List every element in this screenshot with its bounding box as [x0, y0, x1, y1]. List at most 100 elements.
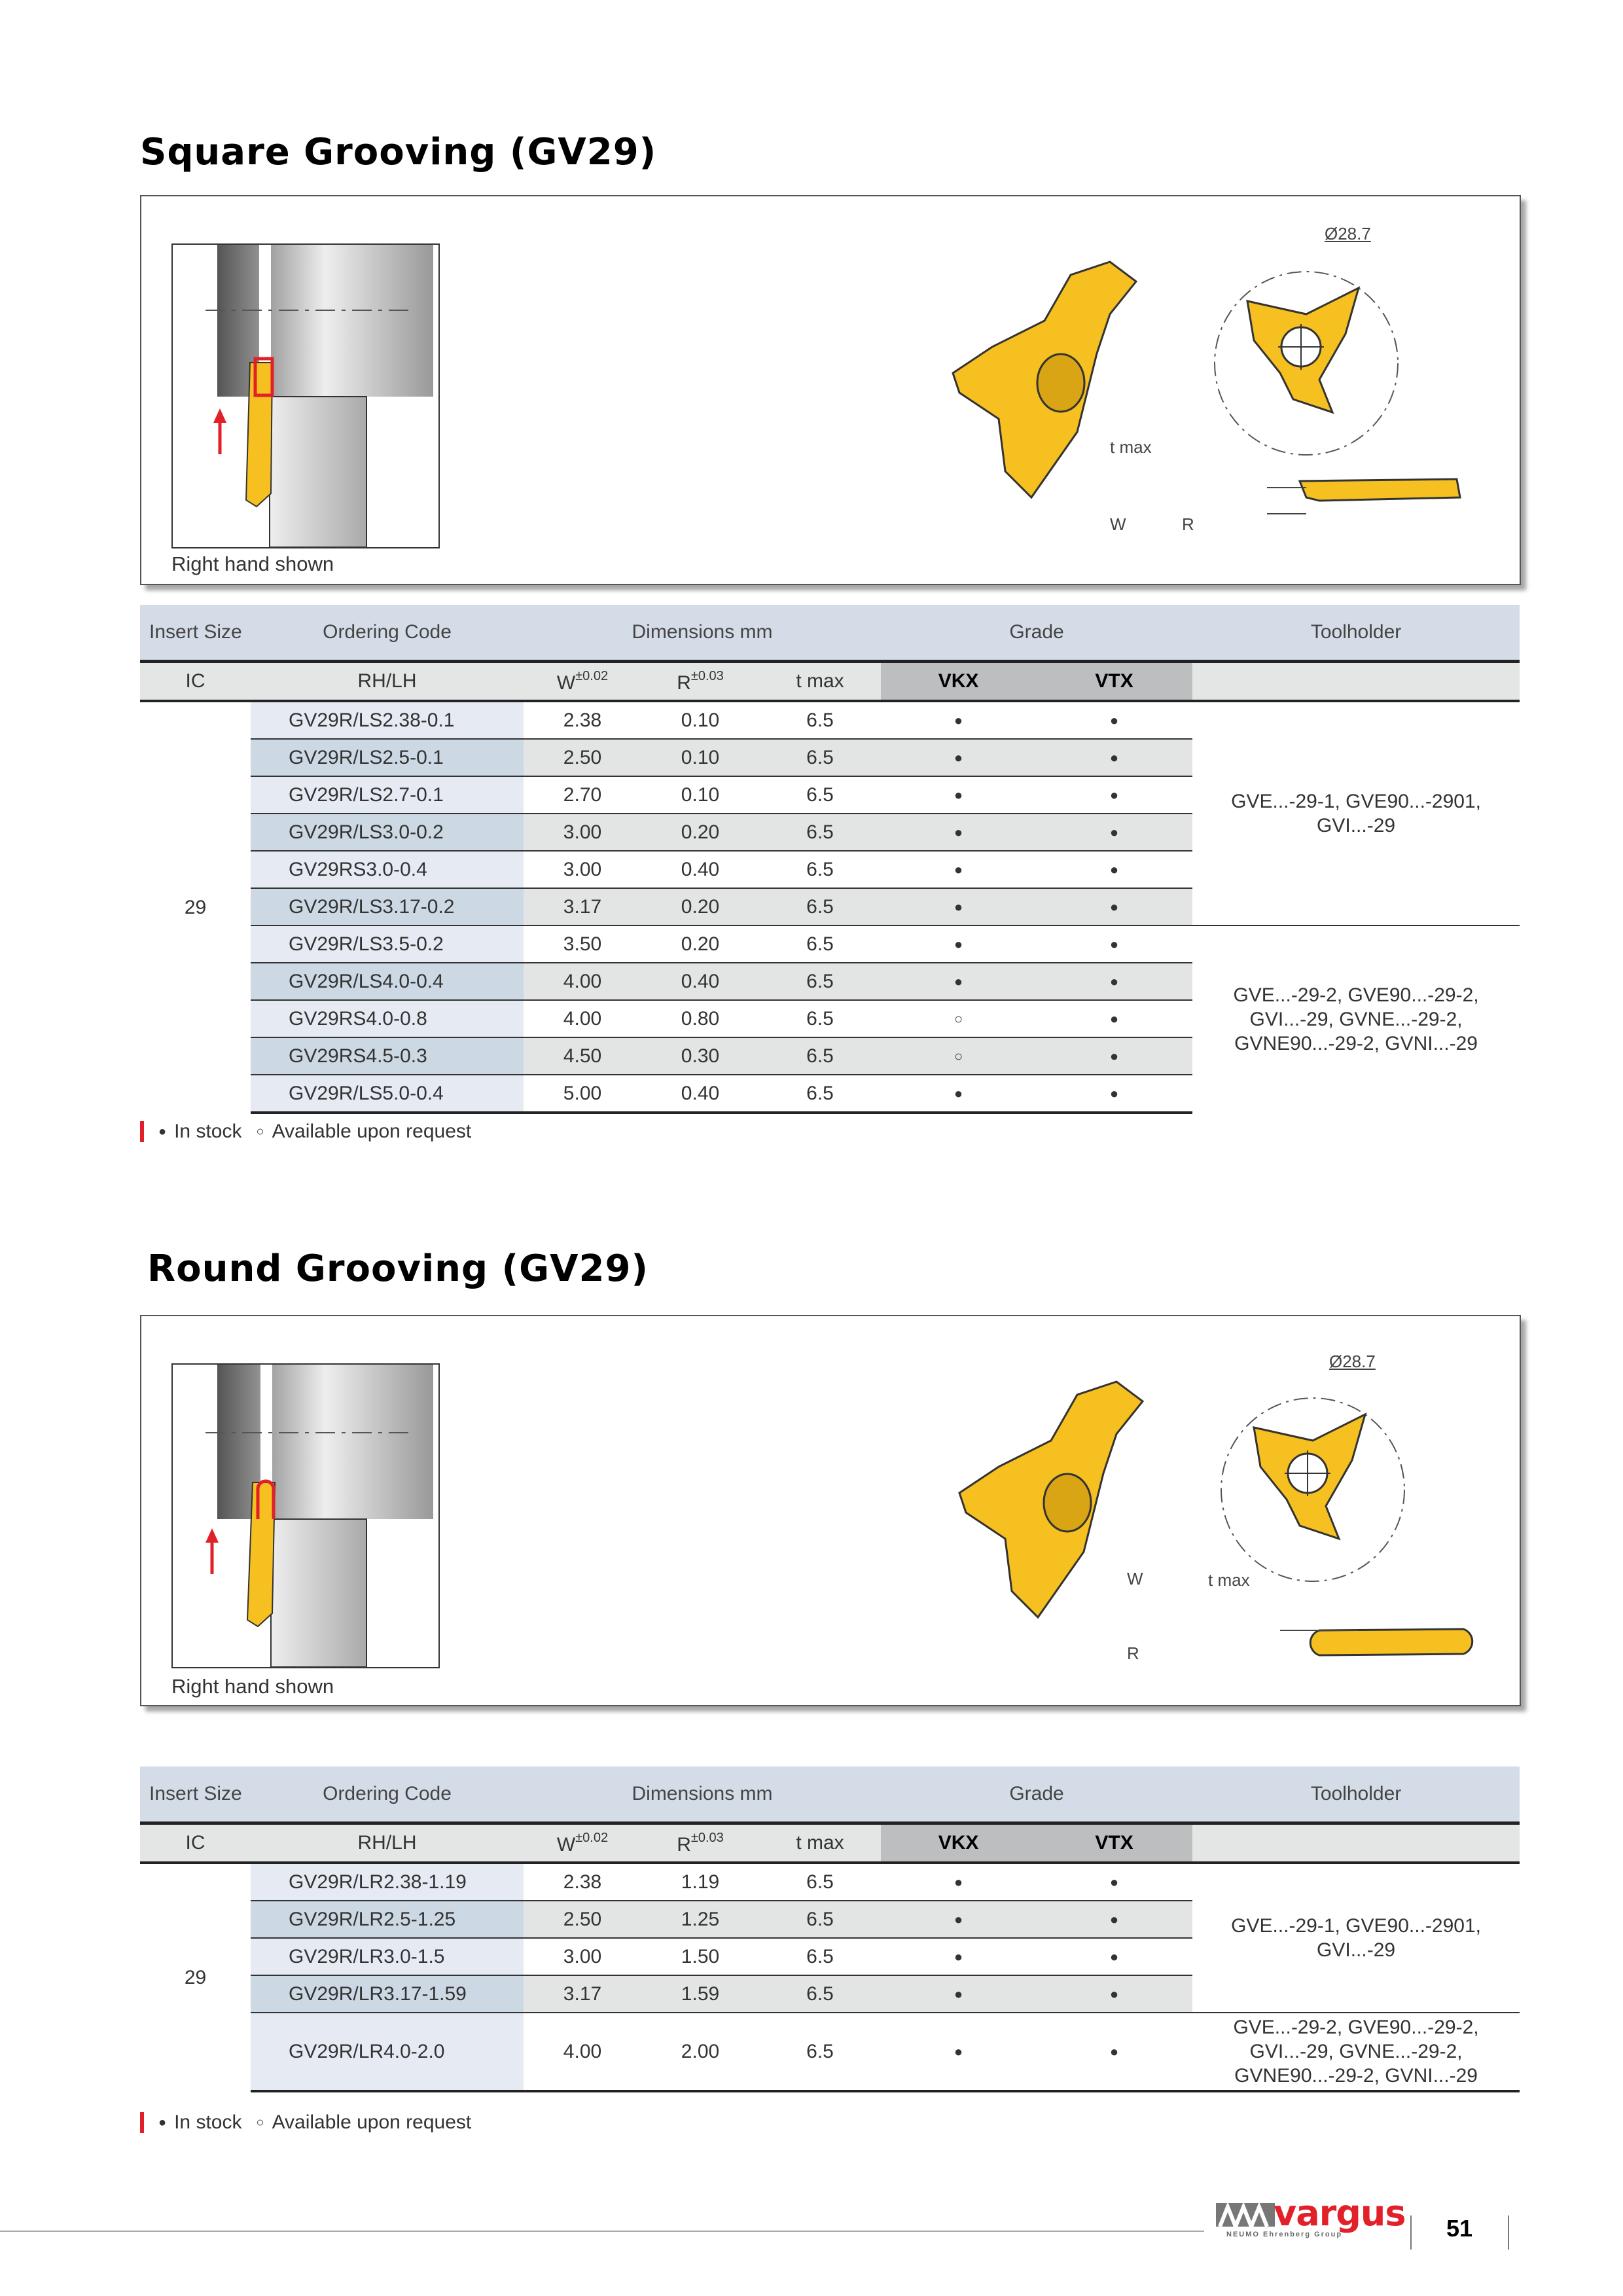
- grade-header: Grade: [881, 605, 1193, 662]
- stock-legend: ● In stock ○ Available upon request: [140, 1121, 471, 1143]
- vkx-value: ●: [881, 1074, 1037, 1114]
- vkx-value: ●: [881, 962, 1037, 1000]
- vkx-value: ●: [954, 1873, 963, 1890]
- vtx-value: ●: [1036, 738, 1193, 776]
- logo-wordmark: vargus: [1274, 2193, 1406, 2234]
- r-value: 1.59: [641, 1975, 759, 2013]
- vtx-value: ●: [1036, 962, 1193, 1000]
- vtx-value: ●: [1036, 2012, 1193, 2092]
- table-column-header: IC RH/LH W±0.02 R±0.03 t max VKX VTX: [140, 661, 1520, 701]
- r-header: R±0.03: [641, 661, 759, 701]
- insert-size-header: Insert Size: [140, 605, 251, 662]
- page-number: 51: [1446, 2215, 1473, 2242]
- table-row: GV29RS4.0-0.8 4.00 0.80 6.5 ○ ●: [140, 999, 1520, 1037]
- r-value: 0.40: [641, 962, 759, 1000]
- diameter-label: Ø28.7: [1329, 1352, 1376, 1371]
- ordering-code: GV29R/LS2.5-0.1: [251, 738, 524, 776]
- vtx-value: ●: [1036, 1975, 1193, 2013]
- ic-header: IC: [140, 1823, 251, 1863]
- ic-value: 29: [140, 701, 251, 1113]
- vkx-value: ●: [881, 850, 1037, 888]
- w-value: 3.50: [524, 925, 641, 963]
- vtx-value: ●: [1036, 1900, 1193, 1938]
- tmax-value: 6.5: [759, 1975, 882, 2013]
- in-stock-label: In stock: [174, 1121, 242, 1142]
- vkx-value: ●: [881, 925, 1037, 963]
- table-row: GV29R/LS4.0-0.4 4.00 0.40 6.5 ● ●: [140, 962, 1520, 1000]
- diameter-label: Ø28.7: [1325, 224, 1371, 243]
- vtx-value: ●: [1036, 813, 1193, 851]
- r-symbol: R: [677, 672, 691, 694]
- w-value: 4.00: [524, 999, 641, 1037]
- drawing-caption: Right hand shown: [171, 1675, 334, 1698]
- tmax-value: 6.5: [759, 962, 882, 1000]
- tmax-value: 6.5: [806, 709, 834, 731]
- w-value: 2.38: [563, 709, 602, 731]
- vkx-value: ●: [954, 711, 963, 728]
- in-stock-symbol: ●: [158, 1124, 167, 1139]
- ordering-code: GV29R/LR2.5-1.25: [251, 1900, 524, 1938]
- table-row: GV29R/LS5.0-0.4 5.00 0.40 6.5 ● ●: [140, 1074, 1520, 1114]
- vtx-value: ●: [1109, 711, 1119, 728]
- table-column-header: IC RH/LH W±0.02 R±0.03 t max VKX VTX: [140, 1823, 1520, 1863]
- toolholder-list: GVE...-29-2, GVE90...-29-2, GVI...-29, G…: [1192, 925, 1520, 1113]
- ordering-code-header: Ordering Code: [251, 1767, 524, 1823]
- dimensions-header: Dimensions mm: [524, 1767, 882, 1823]
- in-stock-symbol: ●: [158, 2115, 167, 2130]
- ordering-code: GV29R/LR3.0-1.5: [251, 1937, 524, 1975]
- tmax-value: 6.5: [759, 850, 882, 888]
- table-group-header: Insert Size Ordering Code Dimensions mm Gra…: [140, 605, 1520, 662]
- ordering-code-header: Ordering Code: [251, 605, 524, 662]
- w-value: 5.00: [524, 1074, 641, 1114]
- ordering-code: GV29R/LS3.17-0.2: [251, 888, 524, 925]
- ic-header: IC: [140, 661, 251, 701]
- tmax-value: 6.5: [759, 1900, 882, 1938]
- tmax-value: 6.5: [759, 2012, 882, 2092]
- vkx-value: ●: [881, 888, 1037, 925]
- vtx-value: ●: [1036, 1937, 1193, 1975]
- tmax-label: t max: [1208, 1570, 1250, 1590]
- vtx-value: ●: [1036, 850, 1193, 888]
- toolholder-list: GVE...-29-1, GVE90...-2901, GVI...-29: [1192, 701, 1520, 925]
- in-stock-label: In stock: [174, 2111, 242, 2133]
- w-value: 3.00: [524, 1937, 641, 1975]
- w-tolerance: ±0.02: [575, 668, 609, 683]
- insert-top-view-circle: [1221, 1397, 1405, 1582]
- r-tolerance: ±0.03: [690, 668, 724, 683]
- rhlh-header: RH/LH: [251, 1823, 524, 1863]
- insert-side-view: [1309, 1628, 1474, 1657]
- stock-legend: ● In stock ○ Available upon request: [140, 2111, 471, 2134]
- table-group-header: Insert Size Ordering Code Dimensions mm Gra…: [140, 1767, 1520, 1823]
- tmax-value: 6.5: [759, 776, 882, 814]
- dimensions-header: Dimensions mm: [524, 605, 882, 662]
- ordering-code: GV29R/LS3.0-0.2: [251, 813, 524, 851]
- tmax-header: t max: [759, 1823, 882, 1863]
- vkx-value: ●: [881, 2012, 1037, 2092]
- toolholder-subheader: [1192, 1823, 1520, 1863]
- vtx-header: VTX: [1036, 1823, 1193, 1863]
- toolholder-drawing: [171, 243, 440, 548]
- vkx-value: ●: [881, 1975, 1037, 2013]
- r-value: 2.00: [641, 2012, 759, 2092]
- vkx-value: ●: [881, 738, 1037, 776]
- request-symbol: ○: [256, 1124, 264, 1139]
- ordering-code: GV29R/LS4.0-0.4: [251, 962, 524, 1000]
- tmax-label: t max: [1110, 437, 1152, 457]
- footer-rule: [0, 2231, 1204, 2232]
- grooving-setup-illustration: [205, 245, 433, 547]
- tmax-value: 6.5: [759, 888, 882, 925]
- vkx-value: ●: [881, 1937, 1037, 1975]
- w-value: 4.00: [524, 962, 641, 1000]
- vkx-value: ●: [881, 776, 1037, 814]
- footer-divider: [1508, 2215, 1509, 2250]
- vtx-value: ●: [1036, 1074, 1193, 1114]
- tmax-value: 6.5: [759, 813, 882, 851]
- tmax-value: 6.5: [806, 1871, 834, 1893]
- ordering-code: GV29R/LS5.0-0.4: [251, 1074, 524, 1114]
- tmax-value: 6.5: [759, 925, 882, 963]
- w-value: 2.38: [563, 1871, 602, 1893]
- table-row: GV29R/LS3.5-0.2 3.50 0.20 6.5 ● ● GVE...-29-2,…: [140, 925, 1520, 1113]
- toolholder-header: Toolholder: [1192, 605, 1520, 662]
- table-row: GV29R/LR3.17-1.59 3.17 1.59 6.5 ● ●: [140, 1975, 1520, 2013]
- table-row: GV29R/LR3.0-1.5 3.00 1.50 6.5 ● ●: [140, 1937, 1520, 1975]
